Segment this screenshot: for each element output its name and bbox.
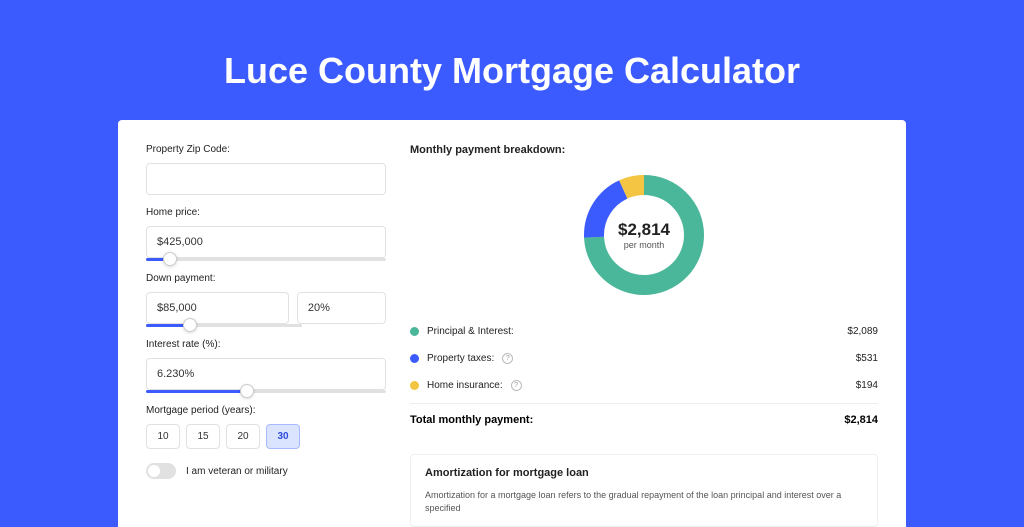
period-field-group: Mortgage period (years): 10 15 20 30 (146, 405, 386, 449)
dot-taxes-icon (410, 354, 419, 363)
down-payment-pct-input[interactable] (297, 292, 386, 324)
period-btn-30[interactable]: 30 (266, 424, 300, 449)
zip-label: Property Zip Code: (146, 144, 386, 155)
legend-value-taxes: $531 (856, 353, 878, 364)
veteran-label: I am veteran or military (186, 466, 288, 477)
donut-amount: $2,814 (618, 220, 670, 240)
down-payment-slider[interactable] (146, 324, 302, 327)
zip-input[interactable] (146, 163, 386, 195)
amortization-title: Amortization for mortgage loan (425, 467, 863, 479)
amortization-box: Amortization for mortgage loan Amortizat… (410, 454, 878, 527)
veteran-toggle[interactable] (146, 463, 176, 479)
down-payment-slider-thumb[interactable] (183, 318, 197, 332)
interest-slider-thumb[interactable] (240, 384, 254, 398)
down-payment-amount-input[interactable] (146, 292, 289, 324)
veteran-row: I am veteran or military (146, 463, 386, 479)
legend-value-insurance: $194 (856, 380, 878, 391)
period-btn-20[interactable]: 20 (226, 424, 260, 449)
legend-label-taxes: Property taxes: (427, 353, 494, 364)
home-price-input[interactable] (146, 226, 386, 258)
total-value: $2,814 (844, 414, 878, 426)
dot-principal-icon (410, 327, 419, 336)
dot-insurance-icon (410, 381, 419, 390)
home-price-label: Home price: (146, 207, 386, 218)
down-payment-label: Down payment: (146, 273, 386, 284)
total-row: Total monthly payment: $2,814 (410, 403, 878, 440)
form-panel: Property Zip Code: Home price: Down paym… (146, 144, 386, 527)
interest-slider[interactable] (146, 390, 386, 393)
home-price-slider[interactable] (146, 258, 386, 261)
donut-sub: per month (618, 240, 670, 250)
donut-center: $2,814 per month (618, 220, 670, 250)
down-payment-field-group: Down payment: (146, 273, 386, 327)
interest-input[interactable] (146, 358, 386, 390)
period-btn-15[interactable]: 15 (186, 424, 220, 449)
page-title: Luce County Mortgage Calculator (0, 50, 1024, 92)
home-price-slider-thumb[interactable] (163, 252, 177, 266)
legend-row-insurance: Home insurance: ? $194 (410, 372, 878, 399)
veteran-toggle-knob (148, 465, 160, 477)
legend-row-taxes: Property taxes: ? $531 (410, 345, 878, 372)
breakdown-title: Monthly payment breakdown: (410, 144, 878, 156)
page-container: Luce County Mortgage Calculator Property… (0, 0, 1024, 512)
interest-field-group: Interest rate (%): (146, 339, 386, 393)
interest-slider-fill (146, 390, 247, 393)
period-label: Mortgage period (years): (146, 405, 386, 416)
total-label: Total monthly payment: (410, 414, 533, 426)
info-icon-insurance[interactable]: ? (511, 380, 522, 391)
info-icon-taxes[interactable]: ? (502, 353, 513, 364)
zip-field-group: Property Zip Code: (146, 144, 386, 195)
legend-label-principal: Principal & Interest: (427, 326, 514, 337)
donut-wrap: $2,814 per month (410, 170, 878, 300)
amortization-text: Amortization for a mortgage loan refers … (425, 489, 863, 514)
period-btn-10[interactable]: 10 (146, 424, 180, 449)
home-price-field-group: Home price: (146, 207, 386, 261)
legend-row-principal: Principal & Interest: $2,089 (410, 318, 878, 345)
interest-label: Interest rate (%): (146, 339, 386, 350)
legend-value-principal: $2,089 (847, 326, 878, 337)
calculator-card: Property Zip Code: Home price: Down paym… (118, 120, 906, 527)
legend-label-insurance: Home insurance: (427, 380, 503, 391)
breakdown-panel: Monthly payment breakdown: (410, 144, 878, 527)
donut-chart: $2,814 per month (579, 170, 709, 300)
period-options: 10 15 20 30 (146, 424, 386, 449)
